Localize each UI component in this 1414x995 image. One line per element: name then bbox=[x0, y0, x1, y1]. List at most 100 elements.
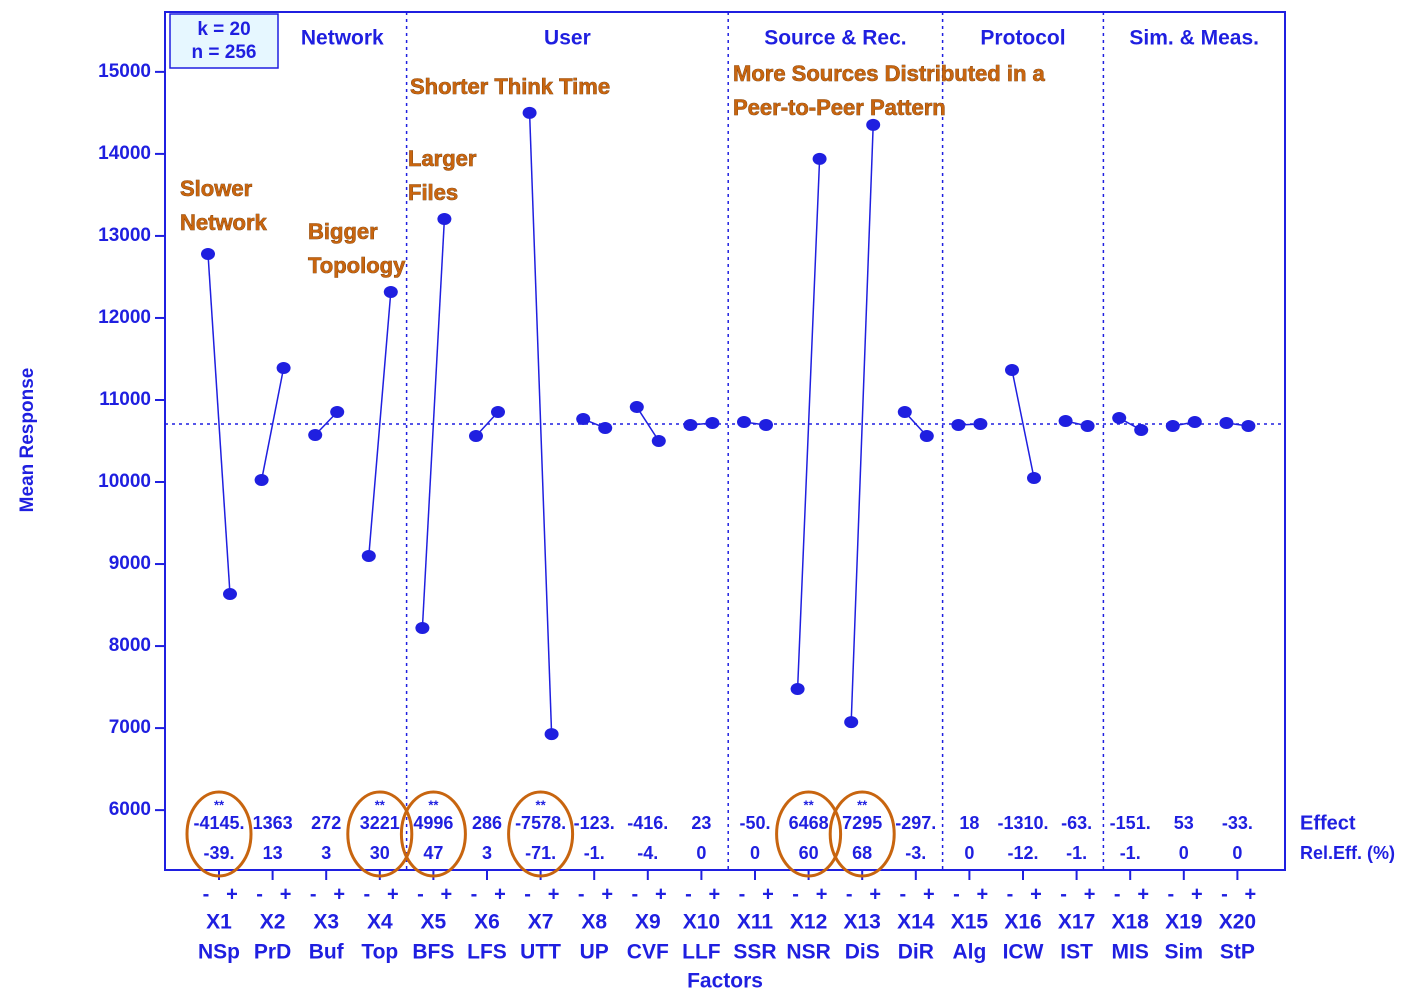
annotation: Bigger bbox=[308, 219, 378, 244]
rel-effect: 13 bbox=[263, 843, 283, 863]
high-mean bbox=[705, 417, 720, 430]
level-plus: + bbox=[869, 883, 881, 905]
effect: -151. bbox=[1110, 813, 1151, 833]
effect-row-label: Effect bbox=[1300, 812, 1356, 834]
effect-line bbox=[528, 112, 553, 735]
factor-label: X3 bbox=[313, 911, 339, 934]
factor-name: PrD bbox=[254, 941, 291, 964]
effect: 1363 bbox=[253, 813, 293, 833]
factor-label: X17 bbox=[1058, 911, 1095, 934]
level-plus: + bbox=[1030, 883, 1042, 905]
effect: -33. bbox=[1222, 813, 1253, 833]
annotation: Peer-to-Peer Pattern bbox=[733, 95, 946, 120]
level-minus: - bbox=[1060, 883, 1067, 905]
level-plus: + bbox=[1245, 883, 1257, 905]
factor-name: ICW bbox=[1003, 941, 1044, 964]
low-mean bbox=[415, 622, 430, 635]
factor-label: X1 bbox=[206, 911, 232, 934]
low-mean bbox=[1112, 412, 1127, 425]
info-n: n = 256 bbox=[192, 42, 257, 63]
significance: ** bbox=[804, 797, 815, 812]
factor-name: IST bbox=[1060, 941, 1093, 964]
high-mean bbox=[276, 361, 291, 374]
level-minus: - bbox=[1167, 883, 1174, 905]
level-minus: - bbox=[1007, 883, 1014, 905]
level-plus: + bbox=[709, 883, 721, 905]
high-mean bbox=[1080, 419, 1095, 432]
level-minus: - bbox=[739, 883, 746, 905]
y-tick-label: 11000 bbox=[99, 389, 151, 410]
factor-label: X14 bbox=[897, 911, 935, 934]
low-mean bbox=[737, 415, 751, 428]
effect-line bbox=[636, 406, 660, 442]
effect-line bbox=[850, 124, 874, 723]
high-mean bbox=[973, 418, 988, 431]
rel-effect: -39. bbox=[203, 843, 234, 863]
low-mean bbox=[1165, 419, 1180, 432]
level-plus: + bbox=[762, 883, 774, 905]
rel-effect: -1. bbox=[1066, 843, 1087, 863]
factor-label: X9 bbox=[635, 911, 661, 934]
rel-effect: 0 bbox=[696, 843, 706, 863]
high-mean bbox=[1027, 471, 1041, 484]
factor-label: X19 bbox=[1165, 911, 1202, 934]
low-mean bbox=[576, 413, 591, 426]
y-tick-label: 8000 bbox=[109, 635, 151, 656]
low-mean bbox=[361, 550, 376, 563]
factor-name: DiS bbox=[845, 941, 880, 964]
rel-effect: 3 bbox=[321, 843, 331, 863]
y-tick-label: 7000 bbox=[109, 717, 151, 738]
factor-name: Top bbox=[361, 941, 398, 964]
low-mean bbox=[683, 419, 698, 432]
factor-name: SSR bbox=[733, 941, 776, 964]
significance: ** bbox=[428, 797, 439, 812]
factor-label: X10 bbox=[683, 911, 720, 934]
effect-line bbox=[796, 158, 821, 690]
level-plus: + bbox=[816, 883, 828, 905]
level-minus: - bbox=[1221, 883, 1228, 905]
level-plus: + bbox=[655, 883, 667, 905]
effect-line bbox=[1011, 369, 1035, 479]
effect: 23 bbox=[691, 813, 711, 833]
high-mean bbox=[812, 152, 827, 165]
rel-effect: 0 bbox=[1232, 843, 1242, 863]
group-label: Network bbox=[301, 27, 384, 50]
rel-effect: -12. bbox=[1007, 843, 1038, 863]
level-minus: - bbox=[578, 883, 585, 905]
effect: 286 bbox=[472, 813, 502, 833]
high-mean bbox=[866, 118, 881, 131]
level-minus: - bbox=[256, 883, 263, 905]
significance: ** bbox=[214, 797, 225, 812]
rel-effect: 3 bbox=[482, 843, 492, 863]
low-mean bbox=[1005, 363, 1019, 376]
high-mean bbox=[598, 421, 613, 434]
significance-circle bbox=[507, 790, 575, 878]
factor-label: X18 bbox=[1112, 911, 1150, 934]
factor-label: X11 bbox=[737, 911, 774, 934]
y-tick-label: 13000 bbox=[98, 225, 151, 246]
high-mean bbox=[651, 435, 666, 447]
high-mean bbox=[223, 588, 237, 601]
low-mean bbox=[522, 106, 537, 119]
significance-circle bbox=[185, 790, 253, 878]
significance-circle bbox=[775, 790, 843, 878]
level-minus: - bbox=[1114, 883, 1121, 905]
annotation: Topology bbox=[308, 253, 406, 278]
level-plus: + bbox=[333, 883, 345, 905]
y-tick-label: 12000 bbox=[98, 307, 151, 328]
effect: -123. bbox=[574, 813, 615, 833]
significance: ** bbox=[857, 797, 868, 812]
level-minus: - bbox=[203, 883, 210, 905]
effect: -4145. bbox=[193, 813, 244, 833]
group-label: Source & Rec. bbox=[764, 27, 906, 50]
high-mean bbox=[437, 212, 452, 225]
rel-effect: -1. bbox=[1120, 843, 1141, 863]
high-mean bbox=[1187, 415, 1202, 428]
effect: 4996 bbox=[413, 813, 453, 833]
rel-effect: 0 bbox=[750, 843, 760, 863]
significance: ** bbox=[375, 797, 386, 812]
factor-label: X15 bbox=[951, 911, 989, 934]
annotation: Slower bbox=[180, 176, 253, 201]
factor-label: X20 bbox=[1219, 911, 1256, 934]
low-mean bbox=[629, 400, 644, 413]
